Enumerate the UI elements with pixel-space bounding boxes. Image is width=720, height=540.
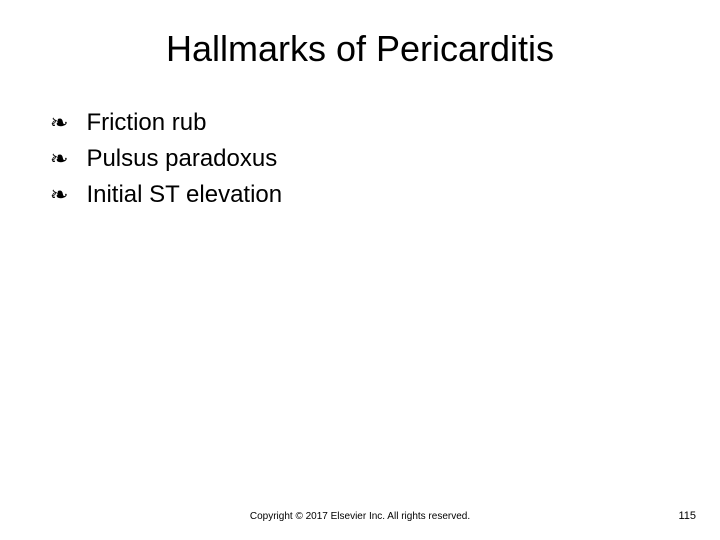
copyright-text: Copyright © 2017 Elsevier Inc. All right… bbox=[0, 511, 720, 522]
bullet-icon: ❧ bbox=[50, 108, 68, 138]
page-number: 115 bbox=[678, 510, 696, 522]
bullet-text: Initial ST elevation bbox=[86, 180, 282, 210]
bullet-text: Friction rub bbox=[86, 108, 206, 138]
list-item: ❧ Friction rub bbox=[50, 108, 720, 138]
bullet-list: ❧ Friction rub ❧ Pulsus paradoxus ❧ Init… bbox=[0, 100, 720, 210]
list-item: ❧ Pulsus paradoxus bbox=[50, 144, 720, 174]
bullet-icon: ❧ bbox=[50, 180, 68, 210]
bullet-icon: ❧ bbox=[50, 144, 68, 174]
slide-title: Hallmarks of Pericarditis bbox=[0, 0, 720, 100]
bullet-text: Pulsus paradoxus bbox=[86, 144, 277, 174]
list-item: ❧ Initial ST elevation bbox=[50, 180, 720, 210]
